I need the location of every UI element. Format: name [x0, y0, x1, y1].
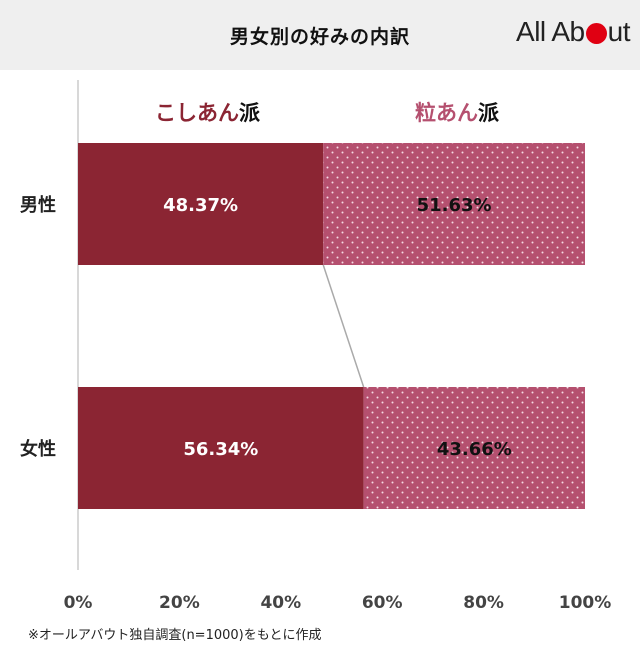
- chart-header: 男女別の好みの内訳 All Ab ut: [0, 0, 640, 70]
- category-label-female: 女性: [20, 438, 56, 460]
- data-label-koshian-female: 56.34%: [183, 439, 258, 460]
- allabout-logo: All Ab ut: [516, 14, 630, 50]
- x-tick-label-0: 0%: [64, 593, 93, 613]
- x-tick-label-40: 40%: [260, 593, 301, 613]
- legend-koshian: こしあん派: [155, 97, 260, 127]
- bar-tsubuan-female: [363, 387, 585, 509]
- data-label-koshian-male: 48.37%: [163, 195, 238, 216]
- x-tick-label-60: 60%: [362, 593, 403, 613]
- series-connector-line: [322, 264, 365, 388]
- logo-red-dot: [585, 22, 607, 44]
- legend-koshian-suffix: 派: [239, 101, 260, 125]
- bar-koshian-male: [78, 143, 324, 265]
- chart-title: 男女別の好みの内訳: [229, 26, 410, 48]
- data-label-tsubuan-male: 51.63%: [417, 195, 492, 216]
- legend-tsubuan-label: 粒あん: [415, 101, 478, 125]
- legend-koshian-label: こしあん: [155, 101, 239, 125]
- logo-text-part1: All Ab: [516, 16, 585, 47]
- bar-tsubuan-male: [323, 143, 585, 265]
- data-label-tsubuan-female: 43.66%: [437, 439, 512, 460]
- bar-koshian-female: [78, 387, 364, 509]
- category-label-male: 男性: [20, 194, 56, 216]
- legend-tsubuan: 粒あん派: [415, 97, 499, 127]
- logo-text-part2: ut: [607, 16, 631, 47]
- x-tick-label-100: 100%: [559, 593, 612, 613]
- legend-tsubuan-suffix: 派: [478, 101, 499, 125]
- x-tick-label-20: 20%: [159, 593, 200, 613]
- source-footnote: ※オールアバウト独自調査(n=1000)をもとに作成: [28, 628, 322, 643]
- x-tick-label-80: 80%: [463, 593, 504, 613]
